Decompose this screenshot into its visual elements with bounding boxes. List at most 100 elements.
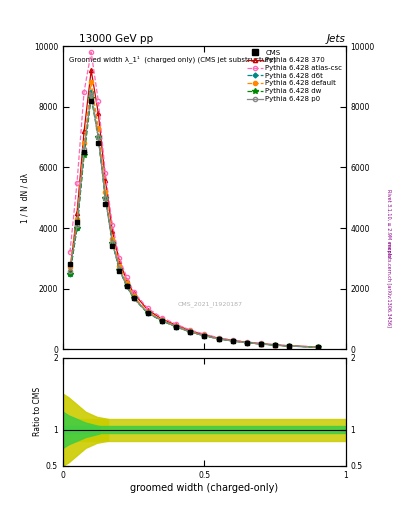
Pythia 6.428 d6t (75, 225, 79, 231)
CMS (110, 243, 115, 249)
Pythia 6.428 d6t (202, 333, 207, 339)
CMS (202, 333, 207, 339)
Pythia 6.428 d6t (131, 295, 136, 301)
Pythia 6.428 dw (244, 340, 249, 346)
Pythia 6.428 atlas-csc (82, 89, 86, 95)
Pythia 6.428 default (244, 339, 249, 346)
Legend: CMS, Pythia 6.428 370, Pythia 6.428 atlas-csc, Pythia 6.428 d6t, Pythia 6.428 de: CMS, Pythia 6.428 370, Pythia 6.428 atla… (246, 48, 344, 103)
CMS (287, 343, 292, 349)
Pythia 6.428 d6t (174, 324, 178, 330)
Y-axis label: 1 / N  dN / dλ: 1 / N dN / dλ (20, 173, 29, 223)
Pythia 6.428 370 (75, 210, 79, 216)
CMS (145, 310, 150, 316)
Text: mcplots.cern.ch [arXiv:1306.3436]: mcplots.cern.ch [arXiv:1306.3436] (386, 242, 391, 327)
Pythia 6.428 dw (96, 134, 101, 140)
Pythia 6.428 dw (82, 152, 86, 158)
CMS (188, 329, 193, 335)
Pythia 6.428 default (160, 317, 164, 323)
Pythia 6.428 atlas-csc (89, 49, 94, 55)
Pythia 6.428 370 (188, 328, 193, 334)
Pythia 6.428 p0 (145, 310, 150, 316)
Pythia 6.428 dw (160, 318, 164, 324)
Pythia 6.428 370 (216, 335, 221, 341)
Pythia 6.428 dw (124, 283, 129, 289)
Pythia 6.428 atlas-csc (131, 289, 136, 295)
Pythia 6.428 370 (230, 337, 235, 344)
Pythia 6.428 p0 (96, 134, 101, 140)
Pythia 6.428 default (273, 342, 277, 348)
Pythia 6.428 atlas-csc (230, 337, 235, 343)
Pythia 6.428 d6t (82, 149, 86, 155)
Pythia 6.428 d6t (244, 339, 249, 346)
CMS (89, 98, 94, 104)
Pythia 6.428 d6t (287, 343, 292, 349)
Pythia 6.428 atlas-csc (160, 314, 164, 321)
Pythia 6.428 p0 (110, 240, 115, 246)
CMS (75, 219, 79, 225)
CMS (259, 341, 263, 347)
Pythia 6.428 dw (103, 195, 108, 201)
Pythia 6.428 p0 (103, 195, 108, 201)
Pythia 6.428 default (117, 263, 122, 269)
Pythia 6.428 default (96, 125, 101, 131)
Text: 13000 GeV pp: 13000 GeV pp (79, 33, 153, 44)
Pythia 6.428 p0 (68, 267, 72, 273)
Pythia 6.428 d6t (160, 317, 164, 324)
CMS (230, 338, 235, 344)
Line: Pythia 6.428 dw: Pythia 6.428 dw (67, 95, 320, 350)
CMS (315, 344, 320, 350)
Pythia 6.428 dw (68, 270, 72, 276)
Pythia 6.428 default (110, 236, 115, 242)
Pythia 6.428 atlas-csc (145, 305, 150, 311)
Y-axis label: Ratio to CMS: Ratio to CMS (33, 387, 42, 436)
Text: Groomed width λ_1¹  (charged only) (CMS jet substructure): Groomed width λ_1¹ (charged only) (CMS j… (68, 55, 275, 63)
Pythia 6.428 atlas-csc (103, 170, 108, 177)
Pythia 6.428 default (124, 280, 129, 286)
CMS (216, 336, 221, 342)
Pythia 6.428 370 (68, 267, 72, 273)
Pythia 6.428 default (230, 338, 235, 344)
Pythia 6.428 dw (145, 310, 150, 316)
Pythia 6.428 370 (117, 259, 122, 265)
Pythia 6.428 default (103, 188, 108, 195)
Pythia 6.428 dw (259, 341, 263, 347)
Pythia 6.428 default (188, 328, 193, 334)
Pythia 6.428 default (174, 323, 178, 329)
Pythia 6.428 370 (103, 177, 108, 183)
Pythia 6.428 370 (124, 276, 129, 283)
Pythia 6.428 d6t (145, 310, 150, 316)
Pythia 6.428 dw (273, 342, 277, 348)
Line: Pythia 6.428 d6t: Pythia 6.428 d6t (68, 90, 319, 349)
CMS (160, 317, 164, 324)
Pythia 6.428 default (145, 309, 150, 315)
Pythia 6.428 d6t (124, 283, 129, 289)
Pythia 6.428 default (315, 344, 320, 350)
Pythia 6.428 p0 (259, 341, 263, 347)
Pythia 6.428 d6t (188, 329, 193, 335)
Pythia 6.428 d6t (315, 344, 320, 350)
Pythia 6.428 d6t (68, 270, 72, 276)
Line: Pythia 6.428 atlas-csc: Pythia 6.428 atlas-csc (68, 50, 320, 349)
Pythia 6.428 dw (230, 338, 235, 344)
Pythia 6.428 atlas-csc (244, 339, 249, 345)
Pythia 6.428 p0 (174, 324, 178, 330)
Pythia 6.428 dw (287, 343, 292, 349)
Pythia 6.428 p0 (230, 338, 235, 344)
Pythia 6.428 370 (96, 110, 101, 116)
Pythia 6.428 default (287, 343, 292, 349)
Pythia 6.428 d6t (103, 195, 108, 201)
Pythia 6.428 atlas-csc (68, 249, 72, 255)
Text: Rivet 3.1.10, ≥ 2.9M events: Rivet 3.1.10, ≥ 2.9M events (386, 188, 391, 257)
Pythia 6.428 p0 (315, 344, 320, 350)
Pythia 6.428 dw (174, 324, 178, 330)
Text: Jets: Jets (327, 33, 346, 44)
Pythia 6.428 dw (117, 267, 122, 273)
Pythia 6.428 370 (287, 343, 292, 349)
Pythia 6.428 dw (75, 225, 79, 231)
Pythia 6.428 default (202, 332, 207, 338)
Pythia 6.428 370 (315, 344, 320, 350)
Pythia 6.428 370 (82, 128, 86, 134)
Pythia 6.428 default (216, 335, 221, 342)
Pythia 6.428 atlas-csc (202, 331, 207, 337)
Bar (63, 426, 346, 434)
